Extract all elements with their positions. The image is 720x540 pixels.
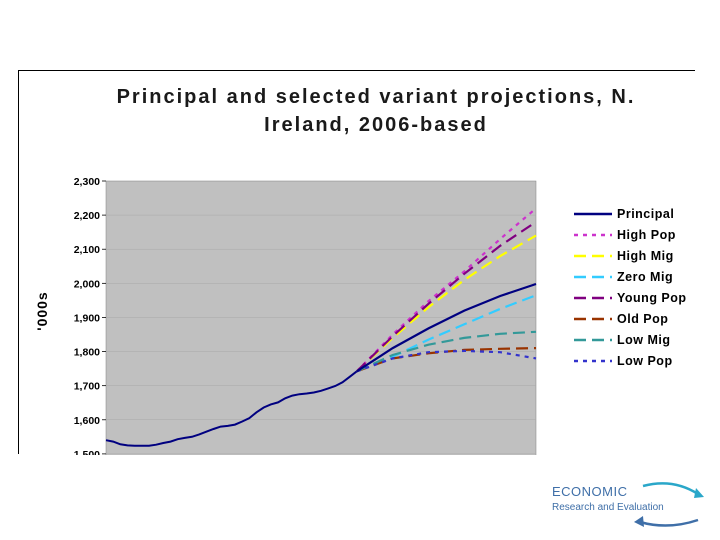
chart-svg: Principal and selected variant projectio…: [34, 86, 687, 455]
y-tick-label: 1,900: [74, 312, 100, 324]
logo-arrow-bottom: [634, 516, 644, 527]
logo-arrow-top: [694, 488, 704, 498]
y-tick-label: 2,200: [74, 210, 100, 222]
series-line-historical: [105, 370, 358, 447]
y-tick-label: 2,000: [74, 278, 100, 290]
legend-label: Zero Mig: [617, 270, 673, 284]
y-tick-label: 2,300: [74, 176, 100, 188]
legend-label: Low Pop: [617, 354, 673, 368]
series-layer: [105, 207, 537, 447]
series-line-principal: [356, 282, 537, 373]
logo-arc-bottom: [639, 518, 699, 527]
logo-svg: ECONOMIC Research and Evaluation: [552, 482, 704, 527]
legend: Principal High Pop High Mig Zero Mig Young P…: [574, 207, 687, 368]
legend-label: Principal: [617, 207, 674, 221]
grid-layer: [106, 214, 536, 455]
y-tick-label: 1,700: [74, 381, 100, 393]
logo-line-2: Research and Evaluation: [552, 502, 664, 513]
chart-frame: Principal and selected variant projectio…: [18, 70, 695, 455]
chart-title-line-2: Ireland, 2006-based: [264, 114, 488, 136]
series-line-low-mig: [356, 330, 537, 373]
y-tick-label: 1,800: [74, 347, 100, 359]
series-line-zero-mig: [356, 294, 537, 373]
y-axis-label: '000s: [34, 291, 50, 330]
y-tick-label: 2,100: [74, 244, 100, 256]
plot-area: [105, 180, 537, 455]
legend-label: Low Mig: [617, 333, 671, 347]
y-axis-ticks: 2,300 2,200 2,100 2,000 1,900 1,800 1,700 1,600…: [74, 176, 106, 455]
legend-label: Old Pop: [617, 312, 668, 326]
logo-arc-top: [642, 482, 699, 496]
legend-label: High Pop: [617, 228, 676, 242]
legend-label: Young Pop: [617, 291, 687, 305]
series-line-young-pop: [356, 220, 537, 373]
y-tick-label: 1,600: [74, 415, 100, 427]
y-tick-label: 1,500: [74, 449, 100, 455]
logo-line-1: ECONOMIC: [552, 484, 628, 499]
chart-title-line-1: Principal and selected variant projectio…: [117, 86, 636, 108]
legend-label: High Mig: [617, 249, 674, 263]
series-line-low-pop: [356, 349, 537, 373]
economic-research-logo: ECONOMIC Research and Evaluation: [548, 480, 708, 528]
